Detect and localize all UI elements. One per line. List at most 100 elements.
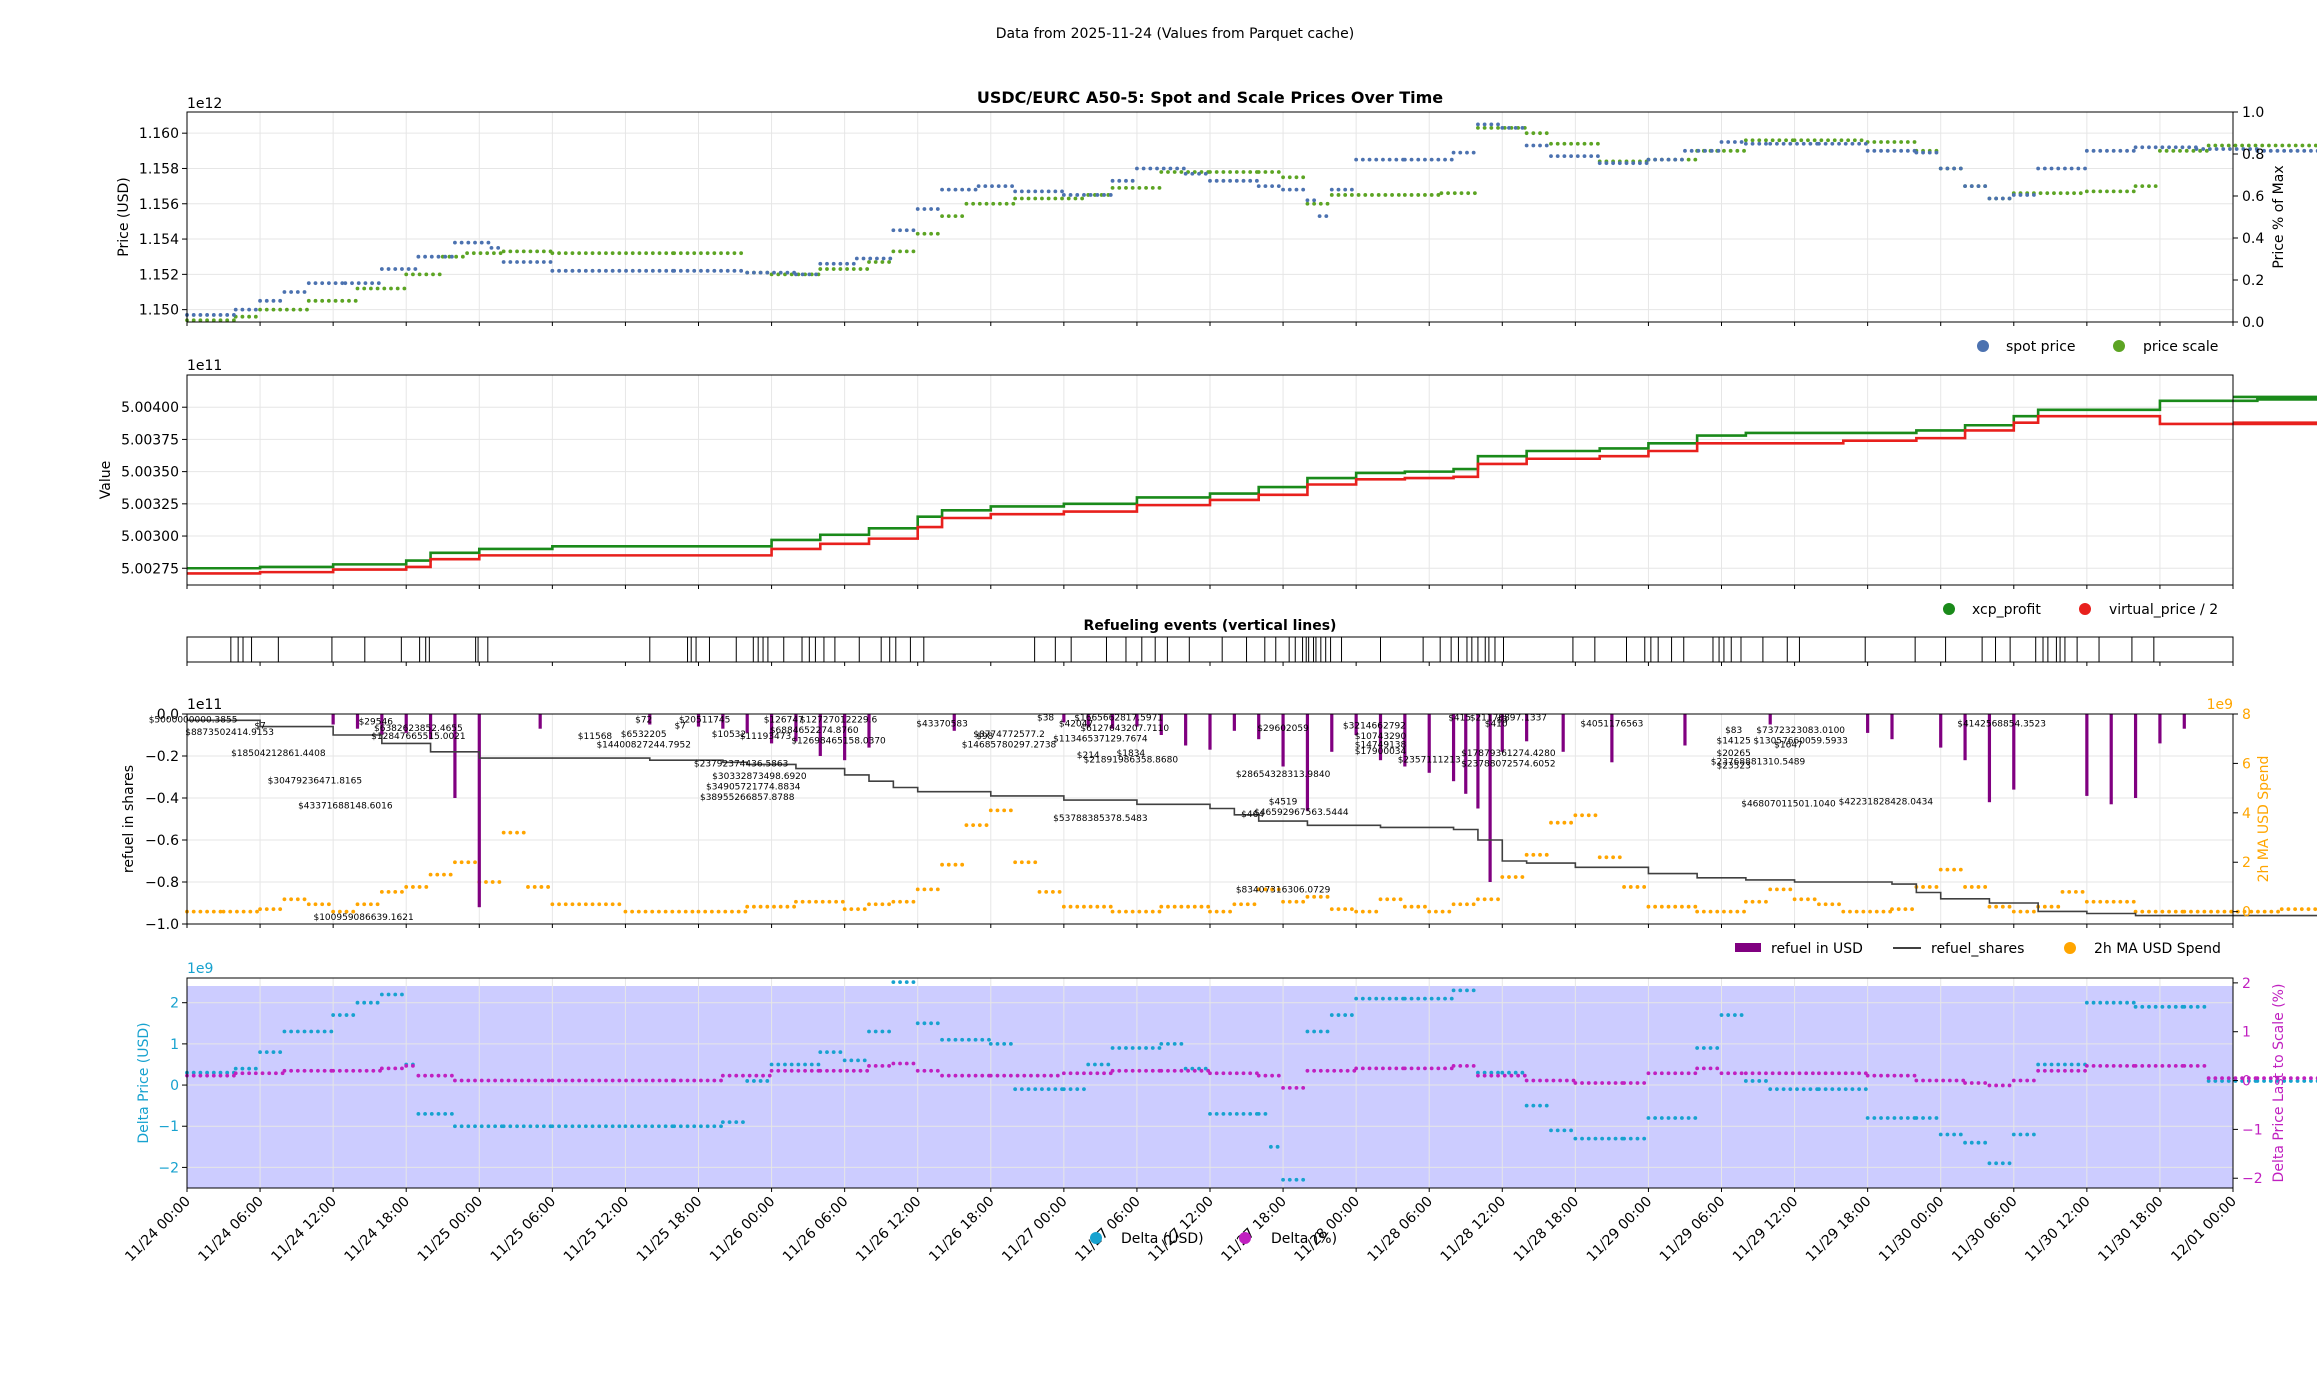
price-scale-point <box>2213 143 2218 148</box>
spot-price-point <box>1110 178 1115 183</box>
price-scale-point <box>1879 140 1883 144</box>
spot-price-point <box>814 272 818 277</box>
spot-price-point <box>289 290 294 294</box>
delta-usd-point <box>597 1124 602 1129</box>
delta-usd-point <box>1646 1116 1651 1120</box>
ma-spend-point <box>1987 904 1992 909</box>
spot-price-point <box>1354 157 1359 162</box>
ma-spend-point <box>428 872 433 877</box>
spot-price-point <box>1095 193 1100 197</box>
ma-spend-point <box>1896 907 1901 912</box>
ma-spend-point <box>557 902 561 907</box>
delta-usd-point <box>1686 1116 1691 1120</box>
refuel-usd-bar <box>1610 714 1614 763</box>
ma-spend-point <box>1360 909 1365 914</box>
delta-usd-point <box>393 992 398 997</box>
spot-price-point <box>1374 157 1379 162</box>
ma-spend-point <box>532 885 537 889</box>
ma-spend-point <box>1569 820 1573 825</box>
spot-price-point <box>911 228 916 233</box>
delta-usd-point <box>1830 1087 1835 1092</box>
spot-price-point <box>400 267 404 271</box>
ma-spend-point <box>1402 904 1407 909</box>
spot-price-point <box>486 240 491 245</box>
delta-usd-point <box>1837 1087 1841 1092</box>
price-scale-point <box>1040 196 1044 201</box>
price-scale-point <box>818 267 823 271</box>
delta-usd-point <box>1117 1046 1122 1050</box>
delta-usd-point <box>400 992 404 997</box>
spot-price-point <box>1256 184 1261 189</box>
delta-pct-point <box>783 1068 787 1073</box>
delta-pct-point <box>887 1064 891 1068</box>
price-scale-point <box>1750 138 1755 143</box>
spot-price-point <box>363 281 368 286</box>
delta-usd-point <box>1190 1066 1195 1071</box>
delta-pct-point <box>1613 1081 1618 1085</box>
delta-usd-point <box>322 1029 327 1034</box>
y-tick-label-right: 0 <box>2242 1074 2251 1090</box>
ma-spend-point <box>2140 909 2145 914</box>
delta-usd-point <box>2018 1132 2023 1137</box>
price-scale-point <box>498 251 503 256</box>
price-scale-point <box>2153 184 2158 189</box>
delta-pct-point <box>597 1078 602 1083</box>
spot-price-point <box>473 240 477 245</box>
delta-usd-point <box>2091 1000 2096 1005</box>
ma-spend-point <box>1232 902 1237 907</box>
delta-pct-point <box>624 1078 628 1083</box>
x-tick-label: 11/24 12:00 <box>268 1194 340 1266</box>
delta-usd-point <box>880 1029 885 1034</box>
delta-pct-point <box>1642 1081 1647 1085</box>
delta-usd-point <box>1482 1070 1487 1075</box>
legend-label-delta-usd: Delta (USD) <box>1121 1231 1204 1247</box>
spot-price-point <box>2180 145 2185 150</box>
price-scale-point <box>1256 170 1261 174</box>
delta-usd-point <box>570 1124 575 1129</box>
ma-spend-point <box>1775 887 1779 892</box>
y-tick-label: 5.00350 <box>121 465 179 481</box>
ma-spend-point <box>351 909 356 914</box>
price-scale-point <box>253 314 258 319</box>
spot-price-point <box>2275 148 2280 153</box>
delta-usd-point <box>929 1021 934 1026</box>
delta-pct-point <box>1777 1071 1782 1076</box>
delta-pct-point <box>337 1068 342 1073</box>
y-tick-label-right: 0.4 <box>2242 231 2264 247</box>
price-scale-point <box>858 267 863 271</box>
x-tick-label: 11/24 06:00 <box>195 1194 267 1266</box>
delta-usd-point <box>1360 996 1365 1001</box>
ma-spend-point <box>785 904 790 909</box>
ma-spend-point <box>1465 902 1469 907</box>
spot-price-point <box>1040 189 1044 194</box>
delta-pct-point <box>1586 1081 1591 1085</box>
price-scale-point <box>278 307 283 312</box>
price-scale-point <box>1436 193 1441 197</box>
spot-price-point <box>1611 161 1616 166</box>
delta-usd-point <box>557 1124 561 1129</box>
ma-spend-point <box>2269 909 2274 914</box>
delta-pct-point <box>699 1078 703 1083</box>
ma-spend-point <box>887 902 891 907</box>
delta-usd-point <box>1325 1029 1330 1034</box>
delta-pct-point <box>1082 1071 1086 1076</box>
legend-label-ma: 2h MA USD Spend <box>2094 941 2221 957</box>
panel-title-spot-scale: USDC/EURC A50-5: Spot and Scale Prices O… <box>977 88 1443 107</box>
delta-pct-point <box>1015 1073 1020 1078</box>
ma-spend-point <box>302 897 307 902</box>
spot-price-point <box>838 261 843 266</box>
delta-usd-point <box>2255 1079 2260 1083</box>
delta-pct-point <box>1270 1073 1275 1078</box>
delta-usd-point <box>1496 1070 1500 1075</box>
ma-spend-point <box>643 909 648 914</box>
spot-price-point <box>2031 193 2036 197</box>
price-scale-point <box>1402 193 1407 197</box>
delta-pct-point <box>1409 1066 1414 1071</box>
delta-usd-point <box>1934 1116 1939 1120</box>
delta-usd-point <box>745 1079 750 1083</box>
delta-pct-point <box>1381 1066 1385 1071</box>
price-scale-point <box>478 251 483 256</box>
ma-spend-point <box>1137 909 1142 914</box>
spot-price-point <box>1750 141 1755 146</box>
spot-price-point <box>1934 150 1939 155</box>
